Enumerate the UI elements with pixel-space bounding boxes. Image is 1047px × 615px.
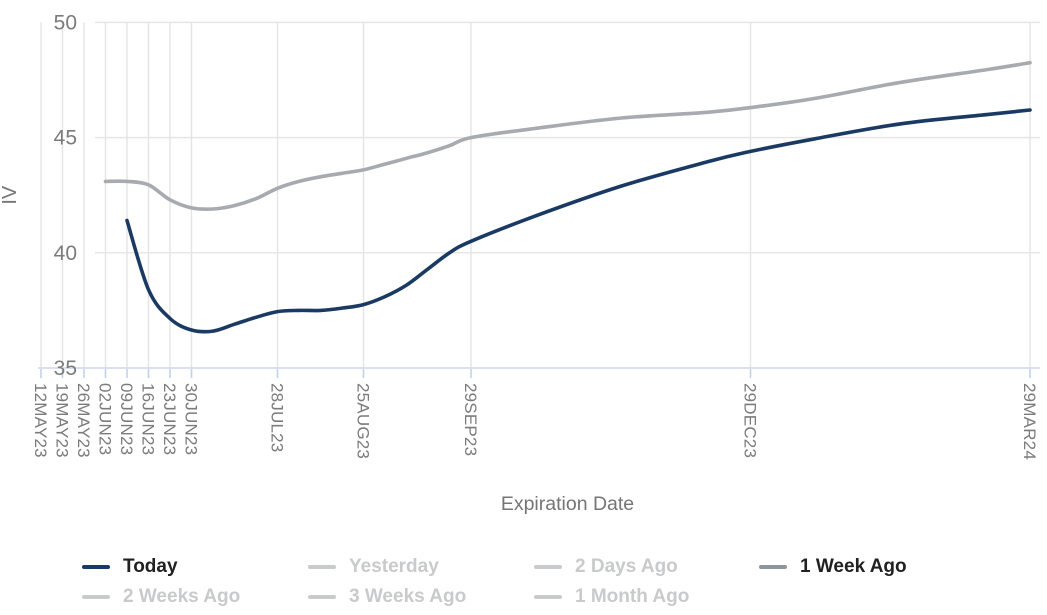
x-tick-label: 29DEC23 [741, 383, 760, 458]
y-tick-label: 50 [54, 11, 77, 34]
legend-item-today[interactable]: Today [82, 552, 308, 582]
legend-item-label: 3 Weeks Ago [349, 586, 467, 607]
x-tick-label: 30JUN23 [182, 383, 201, 455]
y-tick-label: 40 [54, 242, 77, 265]
x-tick-label: 29MAR24 [1020, 383, 1039, 460]
legend-item-2-weeks-ago[interactable]: 2 Weeks Ago [82, 582, 308, 612]
legend-item-1-month-ago[interactable]: 1 Month Ago [534, 582, 759, 612]
x-tick-label: 09JUN23 [117, 383, 136, 455]
legend-item-label: 2 Days Ago [575, 556, 678, 577]
iv-term-structure-chart: 35 40 45 50 12MAY23 19MAY23 26MAY23 02JUN23 09JU… [0, 11, 1040, 515]
legend-marker-2-days-ago [534, 565, 562, 569]
x-axis-title: Expiration Date [501, 493, 634, 515]
x-tick-label: 23JUN23 [160, 383, 179, 455]
legend-marker-1-month-ago [534, 595, 562, 599]
legend-marker-2-weeks-ago [82, 595, 110, 599]
x-tick-label: 28JUL23 [268, 383, 287, 452]
series-line-1-week-ago[interactable] [103, 60, 1032, 212]
legend-marker-today [82, 565, 110, 569]
legend-item-label: Today [123, 556, 178, 577]
legend-item-label: 1 Week Ago [800, 556, 907, 577]
legend-item-3-weeks-ago[interactable]: 3 Weeks Ago [308, 582, 534, 612]
legend-item-2-days-ago[interactable]: 2 Days Ago [534, 552, 759, 582]
legend-marker-1-week-ago [759, 565, 787, 569]
legend-marker-yesterday [308, 565, 336, 569]
legend-item-yesterday[interactable]: Yesterday [308, 552, 534, 582]
legend-item-1-week-ago[interactable]: 1 Week Ago [759, 552, 907, 582]
y-tick-label: 45 [54, 127, 77, 150]
y-tick-label: 35 [54, 357, 77, 380]
series-line-today[interactable] [125, 108, 1032, 334]
y-axis-title: IV [0, 185, 21, 205]
x-tick-label: 26MAY23 [74, 383, 93, 458]
legend: Today Yesterday 2 Days Ago 1 Week Ago 2 … [82, 552, 907, 612]
legend-item-label: 1 Month Ago [575, 586, 690, 607]
x-tick-label: 25AUG23 [354, 383, 373, 459]
x-tick-label: 19MAY23 [53, 383, 72, 458]
legend-item-label: Yesterday [349, 556, 439, 577]
x-tick-label: 12MAY23 [31, 383, 50, 458]
legend-marker-3-weeks-ago [308, 595, 336, 599]
x-tick-label: 02JUN23 [96, 383, 115, 455]
x-tick-label: 16JUN23 [139, 383, 158, 455]
x-tick-label: 29SEP23 [461, 383, 480, 456]
legend-item-label: 2 Weeks Ago [123, 586, 241, 607]
